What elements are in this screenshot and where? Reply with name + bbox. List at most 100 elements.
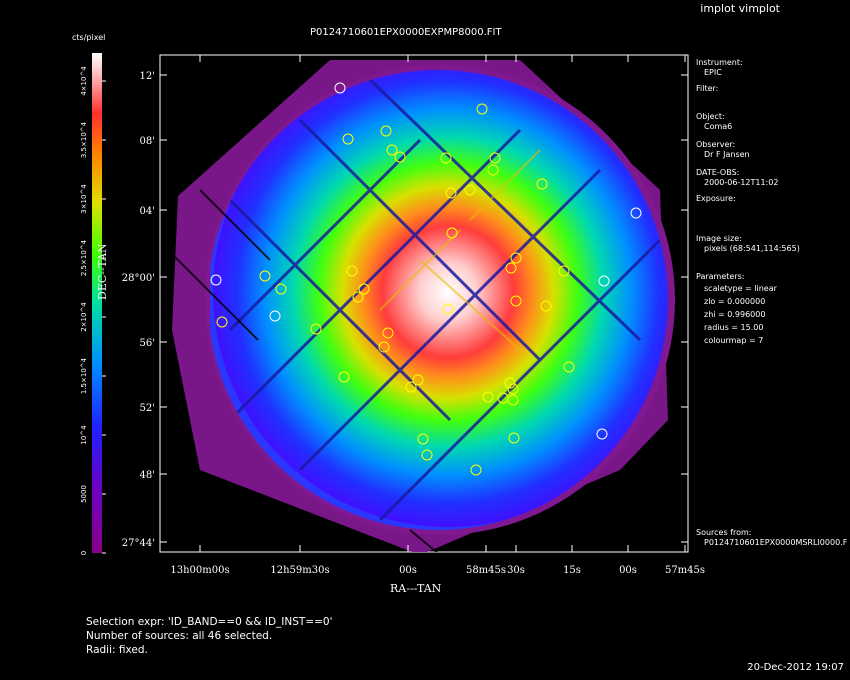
param-radius: radius = 15.00 [704, 323, 764, 332]
source-marker [210, 274, 222, 286]
instrument-label: Instrument: [696, 58, 743, 67]
source-marker [358, 283, 370, 295]
source-marker [470, 464, 482, 476]
source-marker [536, 178, 548, 190]
x-axis-label: RA---TAN [390, 582, 442, 595]
y-tick-label: 12' [140, 71, 155, 82]
source-marker [464, 184, 476, 196]
source-marker [510, 252, 522, 264]
colorbar-tick-label: 3×10^4 [80, 184, 88, 214]
sources-label: Sources from: [696, 528, 752, 537]
source-marker [417, 433, 429, 445]
colorbar-label: cts/pixel [72, 33, 106, 42]
x-tick-label: 12h59m30s [270, 565, 329, 576]
source-marker [563, 361, 575, 373]
source-marker [487, 164, 499, 176]
source-marker [386, 144, 398, 156]
x-tick-label: 15s [563, 565, 581, 576]
timestamp: 20-Dec-2012 19:07 [747, 662, 844, 673]
source-marker [440, 152, 452, 164]
colorbar-tick-label: 2.5×10^4 [80, 239, 88, 276]
x-tick-label: 13h00m00s [170, 565, 229, 576]
source-marker [558, 265, 570, 277]
y-tick-label: 56' [140, 338, 155, 349]
plot-title: P0124710601EPX0000EXPMP8000.FIT [310, 27, 502, 38]
colorbar-tick-label: 5000 [80, 485, 88, 503]
source-marker [446, 227, 458, 239]
source-marker [630, 207, 642, 219]
source-marker [482, 391, 494, 403]
exposure-block: Exposure: [696, 194, 736, 204]
source-marker [346, 265, 358, 277]
source-marker [421, 449, 433, 461]
exposure-label: Exposure: [696, 194, 736, 203]
sources-file: P0124710601EPX0000MSRLI0000.F [704, 538, 848, 547]
y-tick-label: 08' [140, 136, 155, 147]
radii-info: Radii: fixed. [86, 644, 148, 656]
source-marker [412, 374, 424, 386]
x-axis-ticks: 13h00m00s 12h59m30s 00s 58m45s 30s 15s 00s 57m4… [170, 55, 705, 576]
source-marker [505, 262, 517, 274]
colorbar-tick-label: 0 [80, 551, 88, 555]
source-marker [598, 275, 610, 287]
colorbar-tick-label: 3.5×10^4 [80, 121, 88, 158]
image-size-block: Image size: pixels (68:541,114:565) [696, 234, 800, 254]
parameters-label: Parameters: [696, 272, 745, 281]
x-tick-label: 00s [399, 565, 417, 576]
exposure-map [167, 60, 675, 552]
param-colourmap: colourmap = 7 [704, 336, 764, 345]
source-marker [394, 151, 406, 163]
source-marker [489, 152, 501, 164]
x-tick-label: 30s [507, 565, 525, 576]
source-marker [310, 323, 322, 335]
y-axis-ticks: 12' 08' 04' 28°00' 56' 52' 48' 27°44' [122, 71, 688, 549]
sources-block: Sources from: P0124710601EPX0000MSRLI000… [696, 528, 847, 548]
filter-label: Filter: [696, 84, 719, 93]
instrument-block: Instrument: EPIC [696, 58, 743, 78]
y-tick-label: 04' [140, 206, 155, 217]
param-zlo: zlo = 0.000000 [704, 297, 766, 306]
source-marker [596, 428, 608, 440]
source-marker [338, 371, 350, 383]
filter-block: Filter: [696, 84, 718, 94]
date-label: DATE-OBS: [696, 168, 740, 177]
source-marker [382, 327, 394, 339]
source-marker [275, 283, 287, 295]
source-marker [259, 270, 271, 282]
date-value: 2000-06-12T11:02 [704, 178, 779, 187]
x-tick-label: 57m45s [665, 565, 705, 576]
date-block: DATE-OBS: 2000-06-12T11:02 [696, 168, 778, 188]
param-zhi: zhi = 0.996000 [704, 310, 766, 319]
source-marker [508, 432, 520, 444]
colorbar [92, 53, 102, 553]
selection-expr: Selection expr: 'ID_BAND==0 && ID_INST==… [86, 616, 333, 628]
param-scaletype: scaletype = linear [704, 284, 777, 293]
source-marker [380, 125, 392, 137]
source-marker [352, 291, 364, 303]
source-marker [342, 133, 354, 145]
parameters-block: Parameters: scaletype = linear zlo = 0.0… [696, 272, 777, 347]
image-size-label: Image size: [696, 234, 742, 243]
y-tick-label: 48' [140, 470, 155, 481]
x-tick-label: 00s [619, 565, 637, 576]
y-tick-label: 52' [140, 403, 155, 414]
colorbar-tick-label: 10^4 [80, 425, 88, 445]
source-marker [445, 187, 457, 199]
object-value: Coma6 [704, 122, 733, 131]
object-block: Object: Coma6 [696, 112, 732, 132]
footer: Selection expr: 'ID_BAND==0 && ID_INST==… [86, 615, 332, 657]
colorbar-ticks: 0 5000 10^4 1.5×10^4 2×10^4 2.5×10^4 3×10^4 3.5… [80, 66, 106, 555]
app-title: implot vimplot [700, 2, 780, 15]
observer-block: Observer: Dr F Jansen [696, 140, 750, 160]
x-tick-label: 58m45s [466, 565, 506, 576]
source-marker [507, 383, 519, 395]
source-marker [476, 103, 488, 115]
y-tick-label: 28°00' [122, 273, 155, 284]
source-marker [216, 316, 228, 328]
y-tick-label: 27°44' [122, 538, 155, 549]
source-marker [269, 310, 281, 322]
source-count: Number of sources: all 46 selected. [86, 630, 273, 642]
source-marker [504, 377, 516, 389]
instrument-value: EPIC [704, 68, 722, 77]
